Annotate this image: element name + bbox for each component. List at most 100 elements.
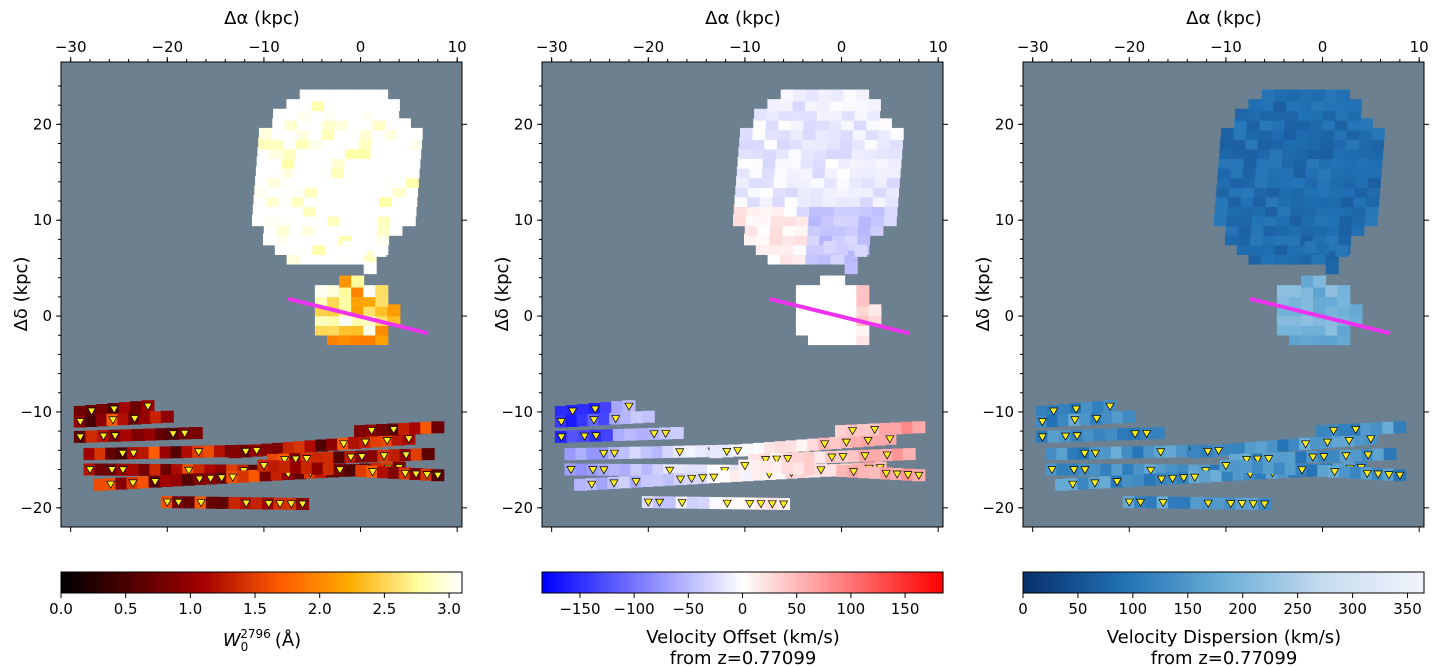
colorbar-segment: [1210, 572, 1215, 593]
upper-limit-marker: [108, 416, 118, 425]
upper-limit-marker: [1156, 448, 1166, 457]
colorbar-tick-label: 250: [1283, 600, 1312, 618]
spaxel: [1348, 99, 1362, 112]
colorbar-segment: [1126, 572, 1131, 593]
spaxel: [1249, 242, 1263, 255]
colorbar-tick-label: −50: [672, 600, 704, 618]
spaxel: [750, 156, 764, 169]
spaxel: [835, 242, 849, 255]
spaxel: [651, 474, 665, 487]
colorbar-segment: [174, 572, 179, 593]
spaxel: [1218, 156, 1232, 169]
spaxel: [1322, 108, 1336, 121]
spaxel: [387, 466, 401, 479]
spaxel: [405, 175, 419, 188]
spaxel: [1272, 108, 1286, 121]
spaxel: [181, 473, 195, 486]
colorbar-segment: [291, 572, 296, 593]
spaxel: [328, 195, 342, 208]
colorbar-segment: [157, 572, 162, 593]
spaxel: [363, 323, 377, 336]
spaxel: [1243, 156, 1257, 169]
colorbar-segment: [341, 572, 346, 593]
spaxel: [324, 99, 338, 112]
spaxel: [248, 469, 262, 482]
upper-limit-marker: [661, 430, 671, 439]
upper-limit-marker: [1237, 500, 1247, 509]
spaxel: [1295, 137, 1309, 150]
spaxel: [1351, 223, 1365, 236]
spaxel: [1132, 474, 1146, 487]
spaxel: [118, 402, 132, 415]
spaxel: [825, 156, 839, 169]
spaxel: [566, 430, 580, 443]
spaxel: [767, 252, 781, 265]
spaxel: [1320, 137, 1334, 150]
spaxel: [1290, 204, 1304, 217]
upper-limit-marker: [357, 453, 367, 462]
y-tick-label: −20: [501, 499, 533, 517]
spaxel: [1236, 242, 1250, 255]
spaxel: [397, 127, 411, 140]
colorbar-segment: [204, 572, 209, 593]
spaxel: [1288, 285, 1302, 298]
spaxel: [1301, 323, 1315, 336]
upper-limit-marker: [194, 475, 205, 484]
spaxel: [803, 463, 817, 476]
colorbar-segment: [134, 572, 139, 593]
spaxel: [1092, 401, 1106, 414]
spaxel: [85, 430, 99, 443]
spaxel: [255, 166, 269, 179]
spaxel: [367, 185, 381, 198]
upper-limit-marker: [1395, 471, 1405, 480]
spaxel: [1226, 214, 1240, 227]
spaxel: [1246, 127, 1260, 140]
spaxel: [630, 411, 644, 424]
colorbar-segment: [181, 572, 186, 593]
spaxel: [1282, 147, 1296, 160]
colorbar-segment: [729, 572, 734, 593]
spaxel: [843, 89, 857, 102]
colorbar-segment: [1166, 572, 1171, 593]
spaxel: [698, 496, 712, 509]
spaxel: [1369, 156, 1383, 169]
spaxel: [1055, 478, 1069, 491]
colorbar-tick-label: 350: [1393, 600, 1422, 618]
spaxel: [1297, 118, 1311, 131]
colorbar-segment: [759, 572, 764, 593]
colorbar-frame: [60, 571, 463, 594]
colorbar-segment: [1256, 572, 1261, 593]
colorbar-segment: [832, 572, 837, 593]
upper-limit-marker: [772, 455, 782, 464]
spaxel: [822, 195, 836, 208]
spaxel: [1268, 166, 1282, 179]
colorbar-segment: [1143, 572, 1148, 593]
upper-limit-marker: [1047, 466, 1057, 475]
spaxel: [577, 404, 591, 417]
spaxel: [1341, 195, 1355, 208]
spaxel: [280, 175, 294, 188]
spaxel: [773, 185, 787, 198]
spaxel: [376, 466, 390, 479]
colorbar-segment: [919, 572, 924, 593]
upper-limit-marker: [566, 466, 576, 475]
spaxel: [298, 99, 312, 112]
upper-limit-marker: [205, 475, 216, 484]
colorbar-segment: [795, 572, 800, 593]
spaxel: [739, 127, 753, 140]
upper-limit-marker: [382, 437, 392, 446]
spaxel: [778, 118, 792, 131]
colorbar-segment: [191, 572, 196, 593]
spaxel: [1345, 137, 1359, 150]
spaxel: [1288, 294, 1302, 307]
spaxel: [824, 166, 838, 179]
colorbar-segment: [261, 572, 266, 593]
spaxel: [1353, 433, 1367, 446]
spaxel: [323, 108, 337, 121]
spaxel: [1266, 185, 1280, 198]
spaxel: [284, 118, 298, 131]
spaxel: [807, 333, 821, 346]
colorbar-segment: [1223, 572, 1228, 593]
spaxel: [840, 127, 854, 140]
spaxel: [641, 464, 655, 477]
